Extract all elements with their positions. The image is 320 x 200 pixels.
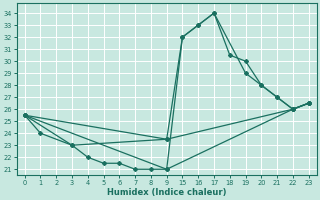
X-axis label: Humidex (Indice chaleur): Humidex (Indice chaleur)	[107, 188, 227, 197]
